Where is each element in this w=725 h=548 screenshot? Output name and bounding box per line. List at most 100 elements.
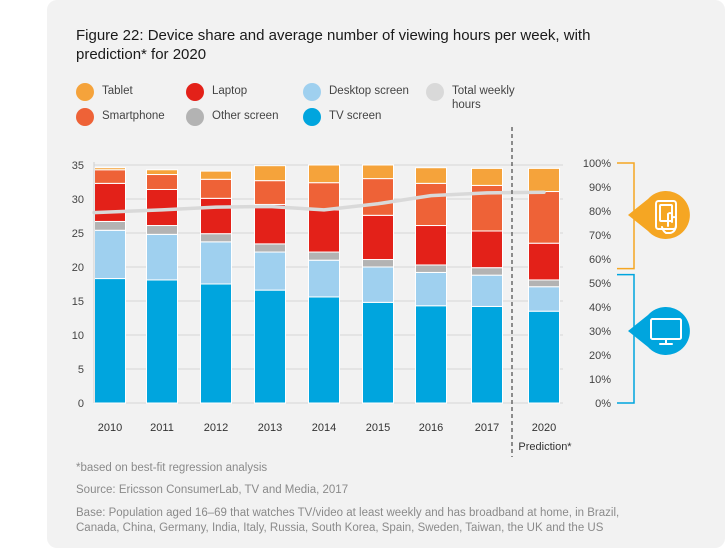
tablet-touch-icon — [655, 200, 677, 234]
bar-smartphone-2013 — [254, 180, 286, 205]
y-tick-label-left-25: 25 — [72, 228, 84, 240]
axis-layer: 0 5 10 15 20 25 30 35 2010 2011 2012 2013 2014 2015 20… — [72, 127, 611, 457]
x-tick-label-2013: 2013 — [258, 422, 282, 434]
bar-laptop-2010 — [94, 182, 126, 222]
legend-label-laptop: Laptop — [212, 85, 248, 97]
bar-laptop-2012 — [200, 197, 232, 235]
legend-label-tablet: Tablet — [102, 85, 133, 97]
legend-swatch-desktop-screen — [303, 83, 321, 101]
bar-smartphone-2010 — [94, 169, 126, 184]
bar-laptop-2014 — [308, 209, 340, 253]
legend-item-other-screen: Other screen — [186, 108, 278, 126]
legend-item-smartphone: Smartphone — [76, 108, 165, 126]
bar-tablet-2011 — [146, 169, 178, 176]
bar-tablet-2017 — [471, 167, 503, 186]
bar-laptop-2017 — [471, 230, 503, 269]
bar-tv-screen-2011 — [146, 279, 178, 404]
legend-label-desktop-screen: Desktop screen — [329, 85, 409, 97]
y-tick-label-right-70pct: 70% — [589, 230, 611, 242]
y-tick-label-right-50pct: 50% — [589, 278, 611, 290]
bar-other-screen-2010 — [94, 220, 126, 231]
legend-swatch-tv-screen — [303, 108, 321, 126]
bar-tablet-2012 — [200, 170, 232, 180]
bar-desktop-screen-2011 — [146, 233, 178, 281]
y-tick-label-right-100pct: 100% — [583, 158, 611, 170]
bar-other-screen-2017 — [471, 267, 503, 276]
x-tick-label-2017: 2017 — [475, 422, 499, 434]
bar-tablet-2010 — [94, 167, 126, 171]
bar-smartphone-2012 — [200, 178, 232, 199]
legend-label-tv-screen: TV screen — [329, 110, 382, 122]
legend-label-total-weekly-hours: Total weekly hours — [452, 85, 515, 111]
footnote: *based on best-fit regression analysis — [76, 462, 268, 474]
bar-smartphone-2016 — [415, 182, 447, 227]
bar-desktop-screen-2013 — [254, 251, 286, 291]
bar-tv-screen-2010 — [94, 278, 126, 404]
legend-item-tablet: Tablet — [76, 83, 133, 101]
bar-tablet-2020 — [528, 167, 560, 193]
bar-laptop-2020 — [528, 242, 560, 281]
bar-desktop-screen-2010 — [94, 229, 126, 280]
legend-swatch-smartphone — [76, 108, 94, 126]
bar-smartphone-2020 — [528, 191, 560, 244]
bar-tablet-2013 — [254, 165, 286, 182]
bar-desktop-screen-2014 — [308, 259, 340, 298]
bar-laptop-2011 — [146, 188, 178, 227]
legend-swatch-tablet — [76, 83, 94, 101]
bar-layer — [94, 164, 560, 404]
bar-other-screen-2012 — [200, 233, 232, 243]
bar-smartphone-2014 — [308, 182, 340, 211]
tablet-badge — [628, 191, 690, 240]
y-tick-label-left-10: 10 — [72, 330, 84, 342]
x-tick-label-2010: 2010 — [98, 422, 122, 434]
bar-other-screen-2015 — [362, 259, 394, 268]
y-tick-label-left-5: 5 — [78, 364, 84, 376]
bar-tablet-2014 — [308, 164, 340, 184]
source-note: Source: Ericsson ConsumerLab, TV and Med… — [76, 484, 349, 496]
bar-laptop-2016 — [415, 225, 447, 266]
legend-item-total-weekly-hours: Total weekly hours — [426, 83, 536, 112]
bar-other-screen-2011 — [146, 225, 178, 235]
y-tick-label-right-10pct: 10% — [589, 374, 611, 386]
legend-item-laptop: Laptop — [186, 83, 247, 101]
x-tick-label-2012: 2012 — [204, 422, 228, 434]
bar-other-screen-2016 — [415, 264, 447, 273]
bar-desktop-screen-2012 — [200, 241, 232, 285]
y-tick-label-right-60pct: 60% — [589, 254, 611, 266]
bar-other-screen-2013 — [254, 243, 286, 253]
y-tick-label-right-20pct: 20% — [589, 350, 611, 362]
bar-tablet-2015 — [362, 164, 394, 180]
y-tick-label-right-30pct: 30% — [589, 326, 611, 338]
bar-desktop-screen-2020 — [528, 286, 560, 312]
bar-tv-screen-2014 — [308, 296, 340, 404]
y-tick-label-left-35: 35 — [72, 160, 84, 172]
x-tick-label-2016: 2016 — [419, 422, 443, 434]
y-tick-label-right-80pct: 80% — [589, 206, 611, 218]
legend-label-smartphone: Smartphone — [102, 110, 165, 122]
legend-item-desktop-screen: Desktop screen — [303, 83, 409, 101]
legend-label-other-screen: Other screen — [212, 110, 279, 122]
legend-swatch-other-screen — [186, 108, 204, 126]
bar-desktop-screen-2017 — [471, 274, 503, 307]
chart-title: Figure 22: Device share and average numb… — [76, 27, 591, 63]
bar-laptop-2013 — [254, 203, 286, 245]
bar-desktop-screen-2016 — [415, 271, 447, 307]
tablet-badge-shape — [628, 191, 690, 240]
y-tick-label-right-0pct: 0% — [595, 398, 611, 410]
x-tick-label-2020: 2020 — [532, 422, 556, 434]
bar-tv-screen-2015 — [362, 301, 394, 404]
x-tick-label-2011: 2011 — [150, 422, 174, 434]
bar-tv-screen-2020 — [528, 310, 560, 404]
y-tick-label-left-15: 15 — [72, 296, 84, 308]
bar-smartphone-2015 — [362, 178, 394, 216]
bar-laptop-2015 — [362, 214, 394, 261]
bar-tv-screen-2012 — [200, 283, 232, 404]
tv-screen-icon — [650, 318, 682, 345]
legend-swatch-laptop — [186, 83, 204, 101]
bracket-tv-range — [617, 273, 635, 404]
x-tick-label-2014: 2014 — [312, 422, 336, 434]
bar-tv-screen-2016 — [415, 305, 447, 404]
line-total-weekly-hours — [92, 190, 546, 215]
line-layer — [92, 190, 546, 215]
